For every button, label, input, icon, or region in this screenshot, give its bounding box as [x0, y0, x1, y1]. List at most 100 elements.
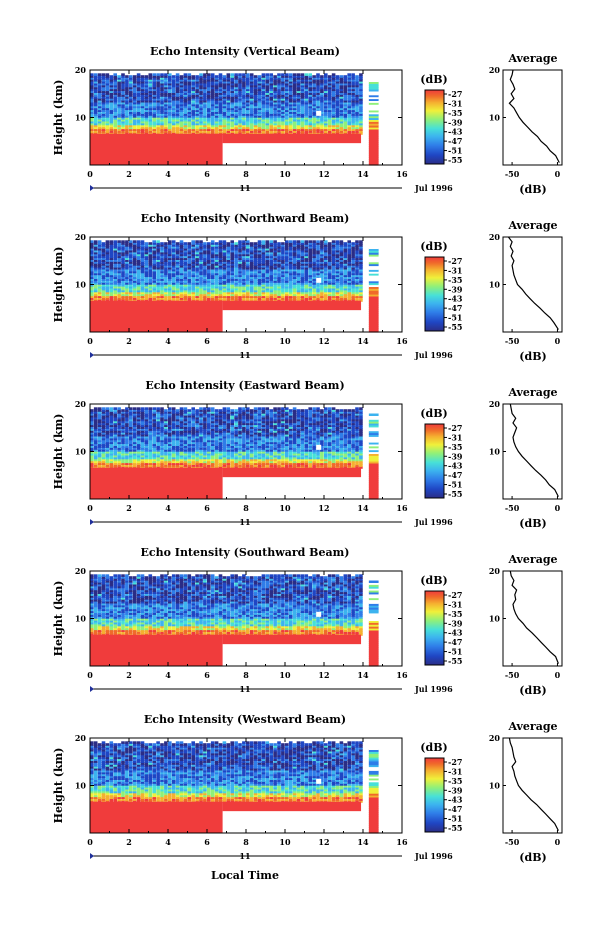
average-x-tick-label: 0: [555, 670, 561, 680]
day-bar-arrow: [90, 352, 94, 358]
heatmap: [90, 574, 379, 666]
date-label: Jul 1996: [414, 517, 453, 527]
date-label: Jul 1996: [414, 350, 453, 360]
strong-echo-region: [223, 468, 361, 478]
x-tick-label: 12: [318, 837, 329, 847]
y-tick-label: 10: [75, 614, 87, 624]
average-x-tick-label: -50: [505, 503, 520, 513]
strong-echo-region: [223, 802, 361, 812]
average-title: Average: [507, 219, 557, 232]
average-unit: (dB): [519, 183, 546, 196]
average-x-tick-label: -50: [505, 670, 520, 680]
colorbar: [425, 90, 444, 164]
strong-echo-region: [90, 468, 223, 499]
x-tick-label: 0: [87, 336, 93, 346]
x-tick-label: 14: [357, 336, 369, 346]
y-tick-label: 20: [75, 65, 87, 75]
colorbar-unit: (dB): [420, 741, 447, 754]
average-profile-line: [509, 738, 558, 831]
x-tick-label: 12: [318, 503, 329, 513]
average-y-tick-label: 10: [489, 280, 501, 290]
colorbar: [425, 758, 444, 832]
colorbar: [425, 591, 444, 665]
y-tick-label: 10: [75, 113, 87, 123]
day-label: 11: [239, 183, 250, 193]
x-tick-label: 0: [87, 670, 93, 680]
y-tick-label: 20: [75, 399, 87, 409]
x-tick-label: 4: [165, 336, 171, 346]
x-tick-label: 2: [126, 837, 132, 847]
y-axis-label: Height (km): [52, 80, 65, 156]
x-tick-label: 2: [126, 169, 132, 179]
average-frame: [503, 237, 562, 332]
x-tick-label: 14: [357, 503, 369, 513]
y-tick-label: 10: [75, 280, 87, 290]
date-label: Jul 1996: [414, 183, 453, 193]
y-tick-label: 20: [75, 566, 87, 576]
colorbar: [425, 424, 444, 498]
heatmap: [90, 741, 379, 833]
average-x-tick-label: -50: [505, 837, 520, 847]
average-unit: (dB): [519, 350, 546, 363]
x-tick-label: 14: [357, 670, 369, 680]
y-axis-label: Height (km): [52, 581, 65, 657]
date-label: Jul 1996: [414, 851, 453, 861]
day-label: 11: [239, 684, 250, 694]
x-tick-label: 16: [396, 670, 408, 680]
y-tick-label: 10: [75, 447, 87, 457]
average-unit: (dB): [519, 684, 546, 697]
colorbar-unit: (dB): [420, 574, 447, 587]
average-unit: (dB): [519, 517, 546, 530]
colorbar-tick-label: -55: [448, 489, 462, 499]
data-gap: [316, 445, 321, 450]
strong-echo-region: [90, 802, 223, 833]
x-tick-label: 6: [204, 336, 210, 346]
x-tick-label: 4: [165, 169, 171, 179]
average-frame: [503, 404, 562, 499]
data-gap: [316, 278, 321, 283]
panel-title: Echo Intensity (Westward Beam): [144, 713, 346, 726]
day-bar-arrow: [90, 519, 94, 525]
average-frame: [503, 738, 562, 833]
day-label: 11: [239, 851, 250, 861]
x-tick-label: 6: [204, 169, 210, 179]
colorbar-unit: (dB): [420, 240, 447, 253]
y-axis-label: Height (km): [52, 247, 65, 323]
colorbar-unit: (dB): [420, 407, 447, 420]
average-y-tick-label: 20: [489, 232, 501, 242]
average-y-tick-label: 10: [489, 614, 501, 624]
x-tick-label: 14: [357, 837, 369, 847]
y-axis-label: Height (km): [52, 414, 65, 490]
colorbar: [425, 257, 444, 331]
colorbar-unit: (dB): [420, 73, 447, 86]
panel-title: Echo Intensity (Southward Beam): [141, 546, 350, 559]
x-tick-label: 2: [126, 503, 132, 513]
x-tick-label: 6: [204, 837, 210, 847]
data-gap: [316, 779, 321, 784]
average-y-tick-label: 10: [489, 113, 501, 123]
average-profile-line: [510, 571, 558, 664]
x-tick-label: 12: [318, 169, 329, 179]
day-label: 11: [239, 517, 250, 527]
x-tick-label: 6: [204, 670, 210, 680]
average-x-tick-label: 0: [555, 837, 561, 847]
data-gap: [316, 111, 321, 116]
x-tick-label: 16: [396, 837, 408, 847]
x-tick-label: 10: [279, 670, 291, 680]
y-axis-label: Height (km): [52, 748, 65, 824]
average-frame: [503, 70, 562, 165]
y-tick-label: 20: [75, 232, 87, 242]
day-bar-arrow: [90, 853, 94, 859]
x-tick-label: 4: [165, 670, 171, 680]
colorbar-tick-label: -55: [448, 823, 462, 833]
x-tick-label: 10: [279, 169, 291, 179]
x-tick-label: 8: [243, 837, 249, 847]
x-tick-label: 6: [204, 503, 210, 513]
colorbar-tick-label: -55: [448, 322, 462, 332]
x-tick-label: 14: [357, 169, 369, 179]
heatmap: [90, 407, 379, 499]
strong-echo-region: [223, 301, 361, 311]
panel-title: Echo Intensity (Vertical Beam): [150, 45, 340, 58]
x-tick-label: 10: [279, 503, 291, 513]
